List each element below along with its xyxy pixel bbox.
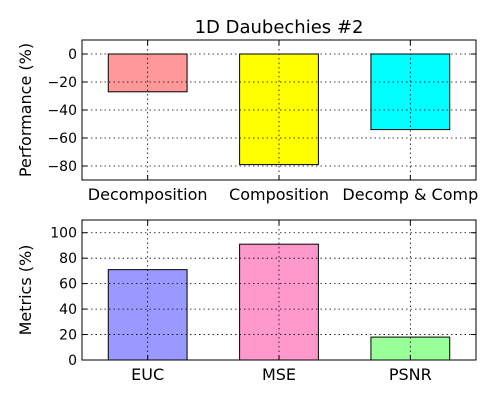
performance-plot-area: 0 −20 −40 −60 −80 Decomposition Composition Dec… (47, 39, 478, 204)
performance-y-tick-label-4: −80 (47, 159, 77, 175)
metrics-plot-area: 0 20 40 60 80 100 EUC MSE PSNR (50, 219, 477, 384)
performance-bar-2 (370, 53, 451, 131)
performance-y-tick-label-1: −20 (47, 75, 77, 91)
metrics-y-tick-label-2: 40 (59, 302, 77, 318)
chart-title: 1D Daubechies #2 (195, 17, 364, 38)
metrics-y-axis-label: Metrics (%) (16, 245, 35, 336)
metrics-category-label-0: EUC (131, 365, 164, 384)
metrics-chart: Metrics (%) 0 20 40 60 80 100 EUC MSE PSNR (16, 219, 477, 384)
metrics-y-tick-label-5: 100 (50, 226, 77, 242)
metrics-y-tick-label-1: 20 (59, 328, 77, 344)
performance-chart: Performance (%) 0 −20 −40 −60 −80 Decompositi… (16, 39, 478, 204)
performance-category-label-1: Composition (229, 185, 329, 204)
performance-category-label-2: Decomp & Comp (342, 185, 478, 204)
performance-category-label-0: Decomposition (88, 185, 208, 204)
metrics-y-tick-label-0: 0 (68, 353, 77, 369)
metrics-y-tick-label-3: 60 (59, 277, 77, 293)
metrics-y-tick-label-4: 80 (59, 251, 77, 267)
metrics-category-label-2: PSNR (389, 365, 432, 384)
performance-y-tick-label-2: −40 (47, 103, 77, 119)
performance-y-tick-label-0: 0 (68, 47, 77, 63)
performance-y-axis-label: Performance (%) (16, 43, 35, 177)
performance-y-tick-label-3: −60 (47, 131, 77, 147)
metrics-category-label-1: MSE (262, 365, 296, 384)
